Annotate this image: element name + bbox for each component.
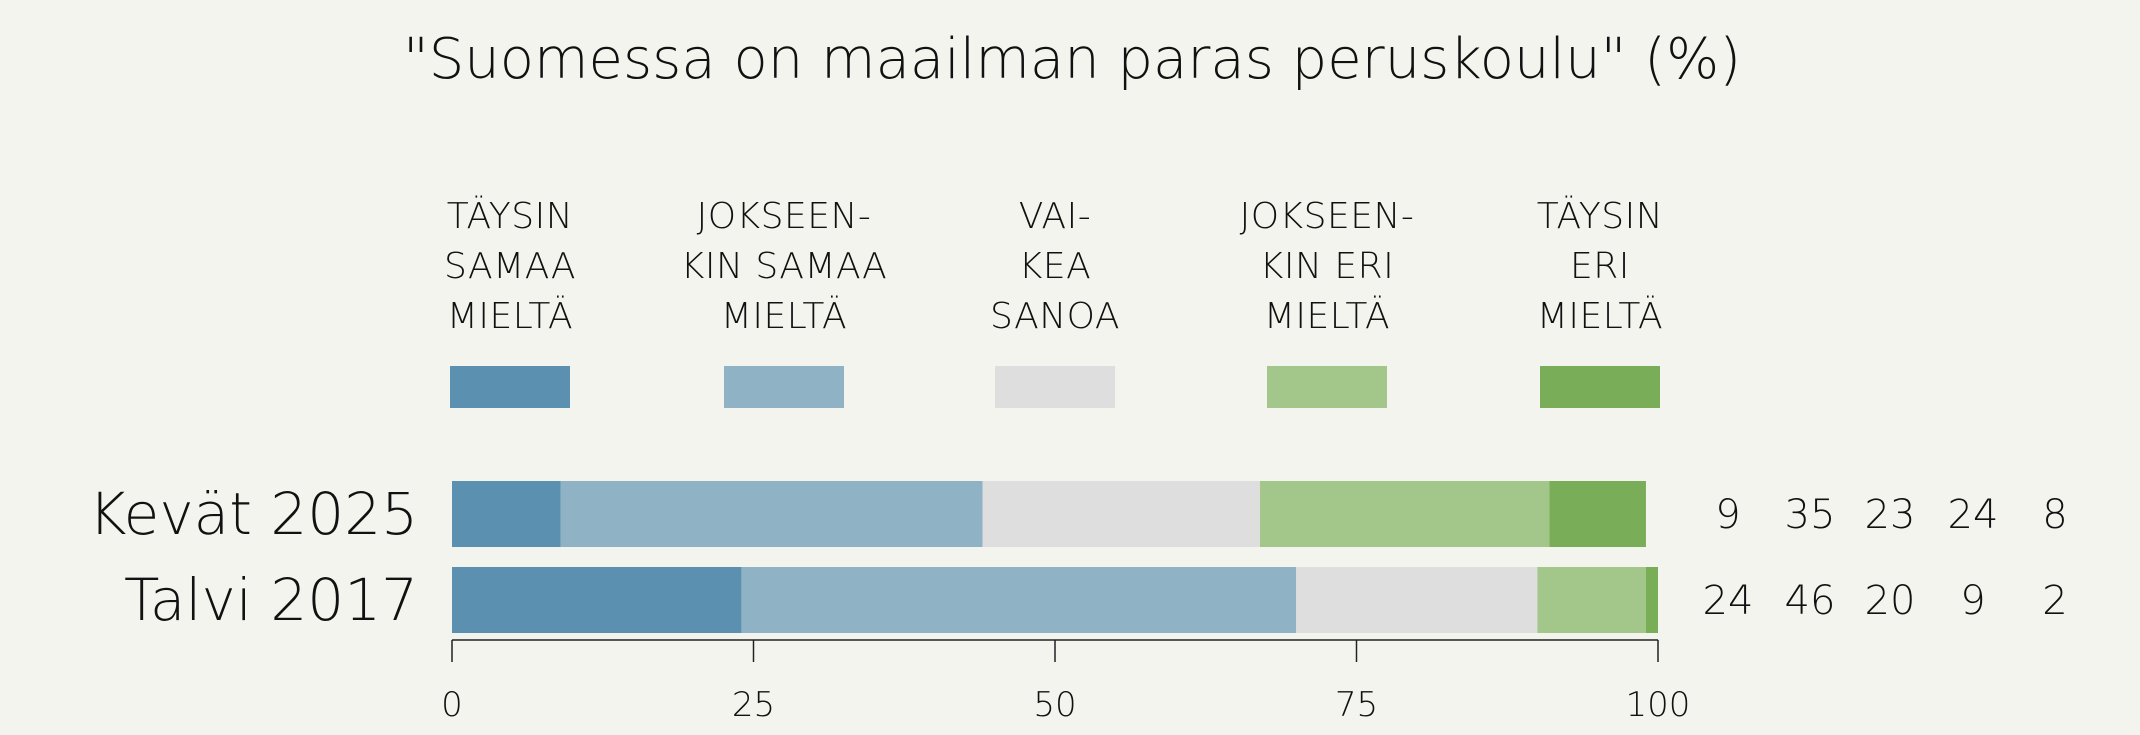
legend-swatch (995, 366, 1115, 408)
legend-item: JOKSEEN- KIN SAMAA MIELTÄ (681, 196, 888, 408)
legend-swatch (450, 366, 570, 408)
bar-rows: Kevät 2025 Talvi 2017 (89, 480, 1658, 634)
legend-item: JOKSEEN- KIN ERI MIELTÄ (1240, 196, 1415, 408)
bar-segment (1260, 481, 1550, 547)
bar-row: Talvi 2017 (124, 566, 1658, 634)
legend-label: MIELTÄ (1537, 295, 1663, 337)
legend-label: TÄYSIN (447, 195, 573, 237)
legend-item: VAI- KEA SANOA (990, 196, 1120, 408)
x-tick-label: 25 (732, 685, 775, 725)
legend-swatch (1540, 366, 1660, 408)
value-label: 9 (1715, 492, 1740, 538)
value-label: 24 (1703, 578, 1754, 624)
value-label: 2 (2042, 578, 2067, 624)
bar-segment (1296, 567, 1538, 633)
legend-label: MIELTÄ (721, 295, 847, 337)
bar-segment (452, 481, 561, 547)
legend-label: JOKSEEN- (697, 196, 872, 237)
legend-label: KEA (1019, 246, 1091, 287)
value-label: 46 (1785, 578, 1836, 624)
x-tick-label: 50 (1033, 685, 1076, 725)
legend-label: MIELTÄ (1264, 295, 1390, 337)
bar-row: Kevät 2025 (89, 480, 1646, 548)
value-label: 8 (2042, 492, 2067, 538)
x-tick-label: 0 (441, 685, 463, 725)
legend-swatch (1267, 366, 1387, 408)
bar-segment (982, 481, 1261, 547)
legend-label: VAI- (1019, 196, 1092, 237)
legend-label: SANOA (990, 296, 1120, 337)
legend-label: TÄYSIN (1537, 195, 1663, 237)
legend-item: TÄYSIN ERI MIELTÄ (1537, 195, 1663, 408)
legend-label: JOKSEEN- (1240, 196, 1415, 237)
bar-segment (1549, 481, 1646, 547)
row-label: Kevät 2025 (89, 480, 418, 548)
value-table: 9 35 23 24 8 24 46 20 9 2 (1703, 492, 2068, 624)
legend-swatch (724, 366, 844, 408)
bar-segment (452, 567, 742, 633)
value-label: 9 (1960, 578, 1985, 624)
legend-item: TÄYSIN SAMAA MIELTÄ (444, 195, 576, 408)
legend-label: SAMAA (444, 246, 576, 287)
bar-segment (560, 481, 983, 547)
row-label: Talvi 2017 (124, 566, 418, 634)
value-label: 20 (1865, 578, 1916, 624)
bar-segment (1537, 567, 1646, 633)
legend: TÄYSIN SAMAA MIELTÄ JOKSEEN- KIN SAMAA MIELTÄ… (444, 195, 1663, 408)
legend-label: KIN SAMAA (681, 246, 888, 287)
bar-segment (741, 567, 1297, 633)
chart-title: "Suomessa on maailman paras peruskoulu" … (403, 27, 1741, 92)
x-tick-label: 75 (1335, 685, 1378, 725)
legend-label: MIELTÄ (447, 295, 573, 337)
bar-segment (1645, 567, 1658, 633)
legend-label: KIN ERI (1260, 246, 1394, 287)
legend-label: ERI (1570, 246, 1630, 287)
value-label: 24 (1948, 492, 1999, 538)
x-axis: 0 25 50 75 100 (441, 639, 1691, 725)
x-tick-label: 100 (1626, 685, 1691, 725)
value-label: 35 (1785, 492, 1836, 538)
value-label: 23 (1865, 492, 1916, 538)
